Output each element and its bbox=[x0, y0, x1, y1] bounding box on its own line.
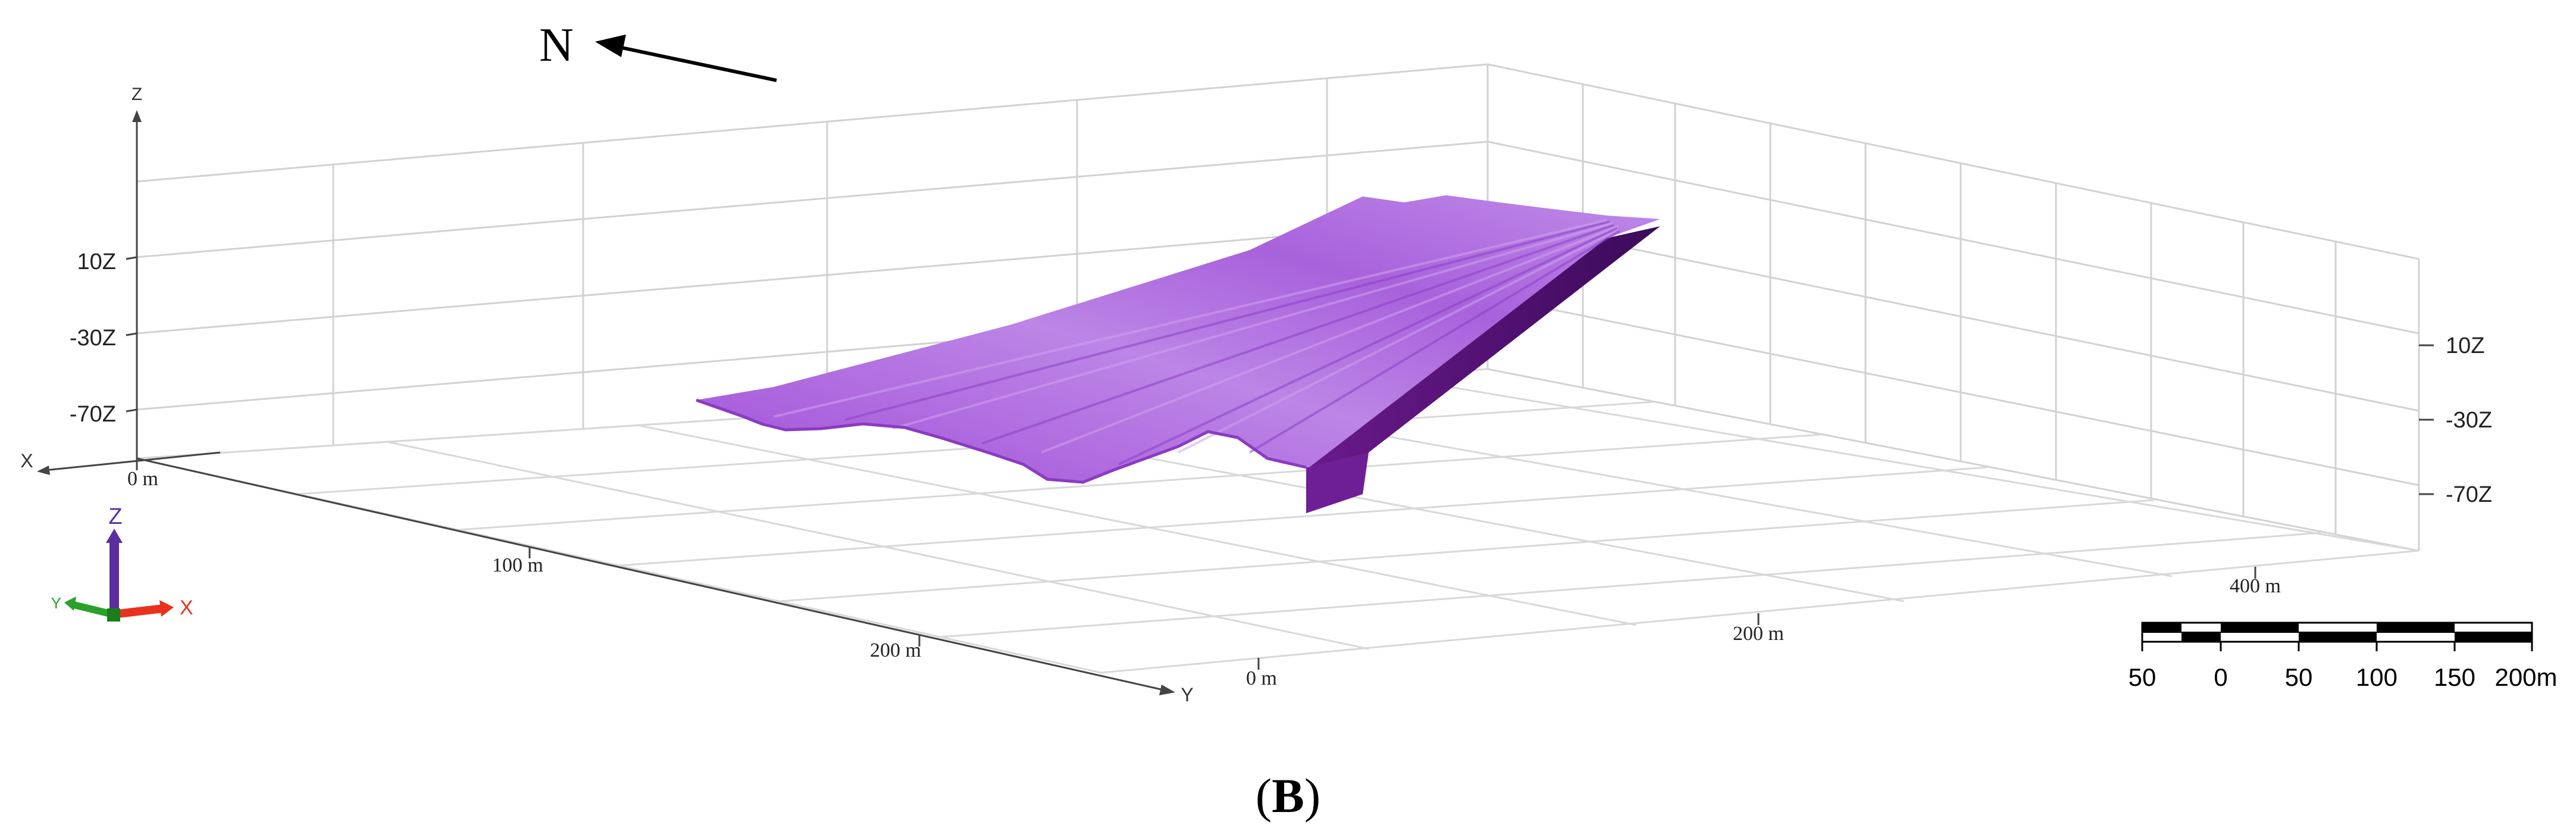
gizmo-x-label: X bbox=[180, 597, 193, 619]
surface-front-face bbox=[1306, 452, 1369, 513]
scale-label-50: 50 bbox=[2285, 663, 2313, 691]
x-axis-arrowhead bbox=[37, 466, 50, 475]
gizmo-y-arrow bbox=[70, 601, 114, 618]
north-arrow-shaft bbox=[615, 45, 777, 82]
y-axis-line bbox=[136, 457, 1167, 692]
orientation-gizmo: Y X Z bbox=[51, 504, 193, 622]
right-wall-grid bbox=[1487, 63, 2420, 552]
caption-open-paren: ( bbox=[1255, 769, 1272, 823]
scale-label-0: 0 bbox=[2214, 663, 2227, 691]
gizmo-z-label: Z bbox=[108, 504, 122, 529]
y-tick-200: 200 m bbox=[870, 639, 921, 661]
scale-label-100: 100 bbox=[2356, 663, 2397, 691]
surface-top-face bbox=[696, 195, 1660, 482]
surface-dark-streaks bbox=[844, 220, 1621, 466]
z-tick-right-3: -70Z bbox=[2446, 482, 2492, 507]
y-axis-arrowhead bbox=[1159, 685, 1175, 695]
north-arrow-head bbox=[595, 35, 626, 57]
x-axis-label: X bbox=[20, 450, 33, 471]
surface-front-edge bbox=[696, 398, 1307, 484]
figure-caption: (B) bbox=[0, 768, 2576, 824]
y-ticks bbox=[136, 458, 921, 647]
x-ticks bbox=[1257, 567, 2256, 670]
north-arrow: N bbox=[539, 19, 777, 82]
z-tick-right-1: 10Z bbox=[2446, 333, 2484, 358]
z-tick-left-1: 10Z bbox=[77, 249, 116, 274]
caption-letter: B bbox=[1272, 769, 1304, 823]
x-axis-line bbox=[44, 451, 221, 471]
z-tick-right-2: -30Z bbox=[2446, 408, 2492, 433]
x-tick-400: 400 m bbox=[2230, 575, 2281, 597]
y-tick-100: 100 m bbox=[492, 554, 543, 576]
x-tick-0: 0 m bbox=[1246, 667, 1277, 689]
y-axis-label: Y bbox=[1181, 684, 1193, 705]
surface-streaks bbox=[773, 219, 1619, 454]
gizmo-y-label: Y bbox=[51, 594, 61, 612]
scale-label-150: 150 bbox=[2434, 663, 2475, 691]
purple-surface bbox=[696, 195, 1660, 513]
z-axis-arrowhead bbox=[132, 110, 142, 122]
z-axis-left bbox=[126, 119, 138, 458]
scale-label-200m: 200m bbox=[2494, 663, 2557, 691]
scale-bar: 50 0 50 100 150 200m bbox=[2129, 622, 2558, 691]
z-tick-left-2: -30Z bbox=[70, 326, 116, 351]
z-tick-left-3: -70Z bbox=[70, 402, 116, 427]
z-axis-right bbox=[2419, 344, 2434, 495]
x-tick-200: 200 m bbox=[1733, 623, 1784, 645]
gizmo-x-arrow bbox=[112, 604, 164, 619]
gizmo-center bbox=[107, 608, 120, 622]
caption-close-paren: ) bbox=[1304, 769, 1321, 823]
scale-label-50-left: 50 bbox=[2129, 663, 2156, 691]
north-label: N bbox=[539, 19, 574, 71]
z-axis-label: Z bbox=[132, 85, 142, 104]
y-tick-0: 0 m bbox=[127, 468, 158, 490]
